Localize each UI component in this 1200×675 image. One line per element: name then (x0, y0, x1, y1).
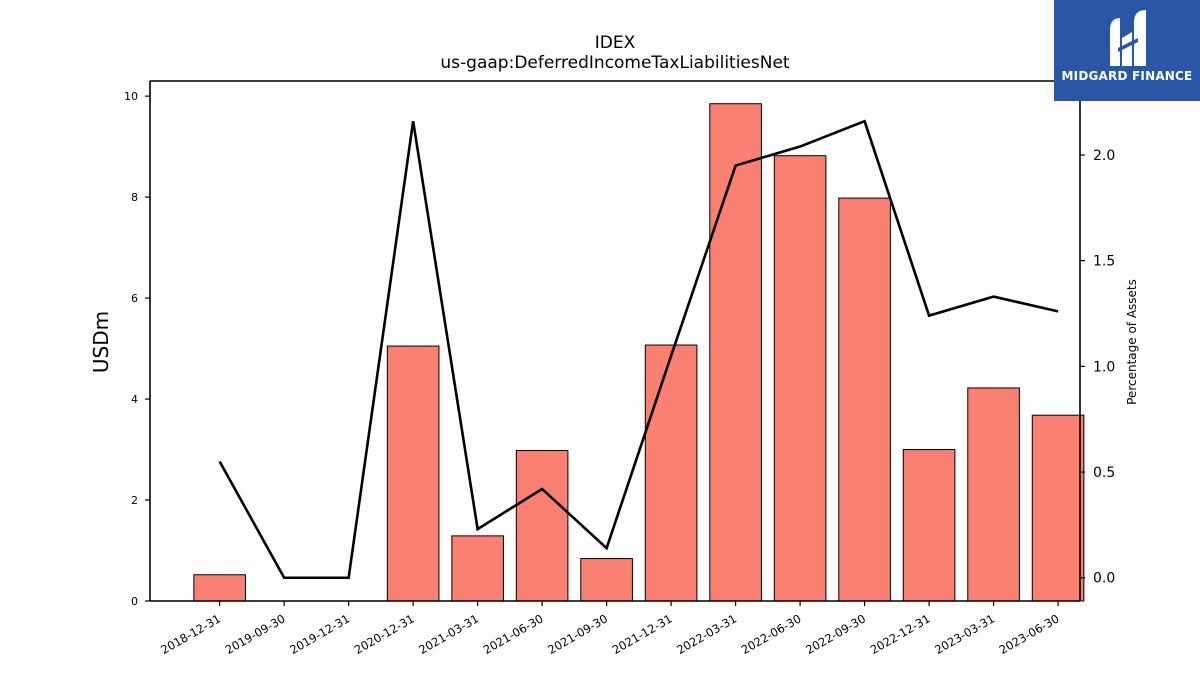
y2-tick-label: 0.5 (1093, 465, 1115, 481)
y2-axis-label: Percentage of Assets (1125, 279, 1139, 405)
y-tick-label: 2 (131, 494, 138, 507)
x-tick-label: 2021-03-31 (416, 611, 481, 657)
x-tick-label: 2022-12-31 (868, 611, 933, 657)
y-tick-label: 10 (124, 90, 138, 103)
x-tick-label: 2021-06-30 (481, 611, 546, 657)
x-tick-label: 2020-12-31 (352, 611, 417, 657)
bar (773, 155, 827, 602)
y-tick-label: 4 (131, 393, 138, 406)
bar (1031, 414, 1085, 602)
logo-mark-icon (1110, 10, 1146, 66)
x-tick-label: 2023-06-30 (997, 611, 1062, 657)
bar (902, 449, 956, 602)
x-tick-label: 2018-12-31 (158, 611, 223, 657)
y-tick-label: 6 (131, 292, 138, 305)
bar (838, 197, 891, 602)
bar (386, 345, 440, 602)
x-tick-label: 2022-06-30 (739, 611, 804, 657)
logo-text: MIDGARD FINANCE (1061, 69, 1193, 83)
chart-subtitle: us-gaap:DeferredIncomeTaxLiabilitiesNet (440, 53, 790, 73)
y2-tick-label: 1.5 (1093, 254, 1115, 270)
bar (451, 535, 504, 602)
bar (709, 103, 762, 602)
x-tick-label: 2021-12-31 (610, 611, 675, 657)
chart-title: IDEX (595, 33, 636, 53)
y2-tick-label: 1.0 (1093, 359, 1115, 375)
y-tick-label: 8 (131, 191, 138, 204)
brand-logo: MIDGARD FINANCE (1054, 0, 1200, 101)
y2-tick-label: 0.0 (1093, 571, 1115, 587)
bar (967, 387, 1020, 602)
bar (644, 344, 698, 602)
x-tick-label: 2021-09-30 (545, 611, 610, 657)
x-tick-label: 2019-12-31 (287, 611, 352, 657)
x-tick-label: 2019-09-30 (223, 611, 288, 657)
x-tick-label: 2022-09-30 (803, 611, 868, 657)
bar (580, 558, 633, 602)
x-tick-label: 2022-03-31 (674, 611, 739, 657)
bar (193, 574, 246, 602)
bar (515, 450, 569, 602)
y2-tick-label: 2.0 (1093, 148, 1115, 164)
y-tick-label: 0 (131, 595, 138, 608)
line-series (218, 119, 1059, 580)
x-tick-label: 2023-03-31 (932, 611, 997, 657)
y-axis-label: USDm (89, 311, 113, 373)
